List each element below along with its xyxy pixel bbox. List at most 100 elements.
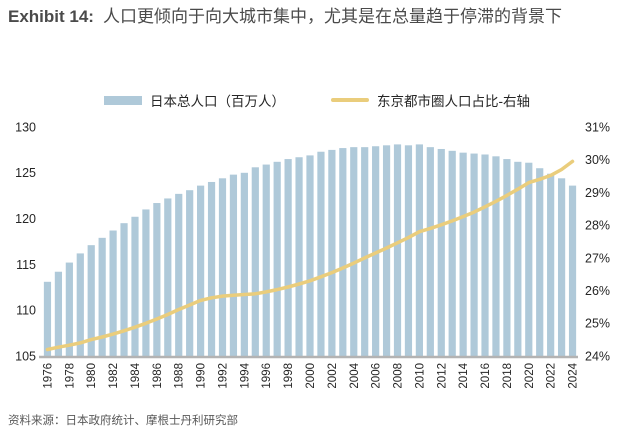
legend-line-swatch-icon [331, 98, 369, 102]
x-axis-tick-label: 1996 [261, 363, 273, 389]
bar-1978 [65, 262, 73, 356]
bar-2000 [306, 155, 314, 356]
bar-2001 [317, 151, 325, 356]
legend-population-label: 日本总人口（百万人） [150, 94, 285, 109]
legend-tokyo-share-label: 东京都市圈人口占比-右轴 [377, 94, 530, 109]
x-axis-labels: 1976 1978 1980 1982 1984 1986 1988 1990 1992 1994… [43, 362, 580, 388]
legend-item-tokyo-share: 东京都市圈人口占比-右轴 [331, 90, 530, 110]
x-axis-tick-label: 1982 [108, 363, 120, 389]
right-axis-tick-label: 26% [585, 284, 610, 298]
x-axis-tick-label: 2004 [349, 362, 361, 388]
bar-1984 [131, 216, 139, 356]
legend-item-population: 日本总人口（百万人） [104, 90, 285, 110]
left-axis-tick-label: 105 [15, 349, 36, 363]
bar-1985 [142, 209, 150, 356]
bar-2021 [536, 168, 544, 356]
bar-2007 [382, 145, 391, 356]
bar-1989 [186, 190, 194, 356]
bar-1991 [207, 181, 216, 356]
bar-2009 [404, 145, 413, 356]
x-axis-tick-label: 2024 [568, 362, 580, 388]
x-axis-tick-label: 1986 [152, 363, 164, 389]
source-note: 资料来源：日本政府统计、摩根士丹利研究部 [8, 415, 238, 427]
right-axis-tick-label: 25% [585, 317, 610, 331]
bar-2010 [415, 144, 423, 356]
bar-2008 [393, 144, 402, 356]
x-axis-tick-label: 1976 [43, 363, 55, 389]
bar-1988 [175, 193, 183, 356]
x-axis-tick-label: 2006 [371, 363, 383, 389]
x-axis-tick-label: 2008 [393, 363, 405, 389]
x-axis-tick-label: 1984 [130, 362, 142, 388]
x-axis-tick-label: 2018 [502, 363, 514, 389]
bar-2020 [525, 162, 533, 356]
bar-2018 [503, 159, 511, 356]
bar-2024 [568, 185, 577, 356]
legend-bar-swatch-icon [104, 95, 142, 105]
bar-1992 [218, 178, 227, 356]
right-axis-tick-label: 24% [585, 349, 610, 363]
chart-legend: 日本总人口（百万人） 东京都市圈人口占比-右轴 [0, 90, 634, 110]
right-axis-tick-label: 30% [585, 153, 610, 167]
bar-1979 [76, 253, 84, 356]
x-axis-tick-label: 2010 [414, 363, 426, 389]
exhibit-title-text: 人口更倾向于向大城市集中，尤其是在总量趋于停滞的背景下 [102, 7, 562, 26]
bar-1995 [251, 167, 259, 356]
bar-2004 [350, 147, 358, 356]
bar-1980 [87, 245, 95, 356]
bar-1997 [273, 161, 281, 356]
left-axis-tick-label: 120 [15, 212, 36, 226]
x-axis-tick-label: 2020 [524, 363, 536, 389]
left-axis-tick-label: 115 [16, 258, 36, 272]
bar-1996 [262, 164, 270, 356]
y-axis-left-labels: 105 110 115 120 125 130 [15, 120, 36, 363]
x-axis-tick-label: 2012 [436, 363, 448, 389]
right-axis-tick-label: 29% [585, 186, 610, 200]
bar-1981 [98, 237, 106, 356]
bar-2003 [339, 148, 347, 356]
tokyo-share-line [45, 159, 575, 352]
left-axis-tick-label: 125 [15, 166, 36, 180]
x-axis-tick-label: 2014 [458, 362, 470, 388]
left-axis-tick-label: 130 [15, 120, 36, 134]
bar-2002 [328, 149, 336, 356]
x-axis-tick-label: 1998 [283, 363, 295, 389]
x-axis-tick-label: 2022 [546, 363, 558, 389]
x-axis-tick-label: 1980 [86, 363, 98, 389]
bar-1977 [54, 271, 63, 356]
bar-2023 [557, 178, 566, 356]
x-axis-tick-label: 1988 [174, 363, 186, 389]
left-axis-tick-label: 110 [16, 304, 36, 318]
bar-1987 [164, 198, 172, 356]
bar-2016 [481, 154, 489, 356]
x-axis-tick-label: 1978 [64, 363, 76, 389]
bar-2022 [547, 173, 555, 356]
bar-1986 [153, 203, 161, 356]
chart-svg: 105 110 115 120 125 130 24% 25% 26% 27% 28% 29% 30% 3… [15, 120, 610, 388]
bar-2019 [514, 161, 522, 356]
x-axis-tick-label: 1992 [218, 363, 230, 389]
bar-1983 [120, 223, 128, 356]
y-axis-right-labels: 24% 25% 26% 27% 28% 29% 30% 31% [585, 120, 610, 363]
bar-1993 [229, 174, 238, 356]
right-axis-tick-label: 27% [585, 251, 610, 265]
bar-1982 [109, 230, 117, 356]
x-axis-tick-label: 1994 [239, 362, 251, 388]
x-axis-tick-label: 2002 [327, 363, 339, 389]
bar-2012 [437, 148, 445, 356]
bar-1990 [197, 185, 205, 356]
bar-1998 [284, 159, 292, 356]
right-axis-tick-label: 31% [585, 120, 610, 134]
exhibit-label: Exhibit 14: [8, 7, 94, 26]
right-axis-tick-label: 28% [585, 218, 610, 232]
bar-2015 [470, 153, 478, 356]
bar-1999 [295, 157, 303, 356]
x-axis-tick-label: 2000 [305, 363, 317, 389]
bar-1976 [43, 281, 52, 356]
bar-1994 [240, 172, 248, 356]
x-axis-tick-label: 1990 [196, 363, 208, 389]
bars-series [43, 144, 577, 356]
bar-2011 [426, 147, 434, 356]
exhibit-title: Exhibit 14: 人口更倾向于向大城市集中，尤其是在总量趋于停滞的背景下 [8, 4, 626, 30]
